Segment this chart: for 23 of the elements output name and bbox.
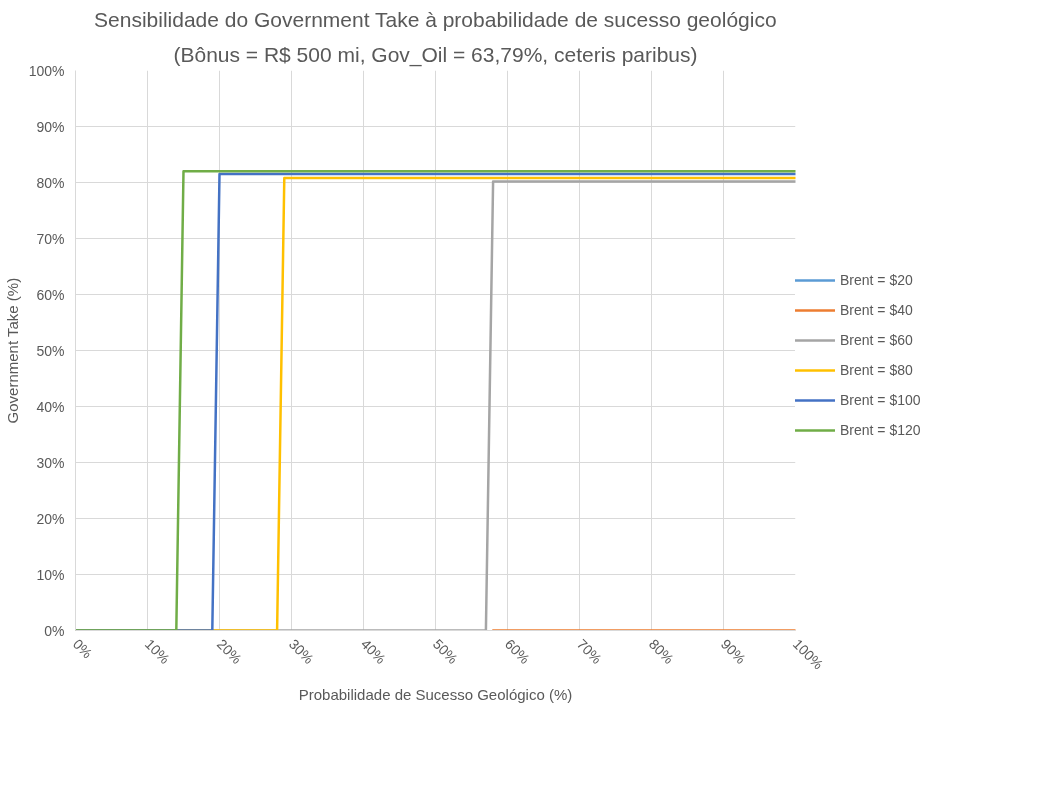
y-tick-label: 60%: [36, 286, 65, 303]
y-tick-label: 10%: [36, 566, 65, 583]
legend-label: Brent = $40: [840, 302, 913, 318]
legend-label: Brent = $60: [840, 332, 913, 348]
y-tick-label: 100%: [28, 62, 65, 79]
legend-label: Brent = $120: [840, 422, 921, 438]
legend-label: Brent = $20: [840, 272, 913, 288]
y-tick-label: 0%: [44, 622, 65, 639]
y-tick-label: 30%: [36, 454, 65, 471]
y-tick-label: 20%: [36, 510, 65, 527]
chart-subtitle: (Bônus = R$ 500 mi, Gov_Oil = 63,79%, ceteris paribus): [173, 42, 698, 67]
legend-label: Brent = $80: [840, 362, 913, 378]
y-tick-label: 90%: [36, 118, 65, 135]
legend-label: Brent = $100: [840, 392, 921, 408]
y-axis-title: Government Take (%): [3, 277, 21, 424]
y-tick-label: 70%: [36, 230, 65, 247]
y-tick-label: 50%: [36, 342, 65, 359]
x-tick-label: 40%: [357, 635, 389, 667]
chart-title: Sensibilidade do Government Take à probabilidade de sucesso geológico: [94, 7, 777, 31]
y-tick-label: 80%: [36, 174, 65, 191]
x-tick-label: 0%: [69, 635, 96, 662]
x-axis-title: Probabilidade de Sucesso Geológico (%): [298, 686, 573, 704]
y-tick-label: 40%: [36, 398, 65, 415]
